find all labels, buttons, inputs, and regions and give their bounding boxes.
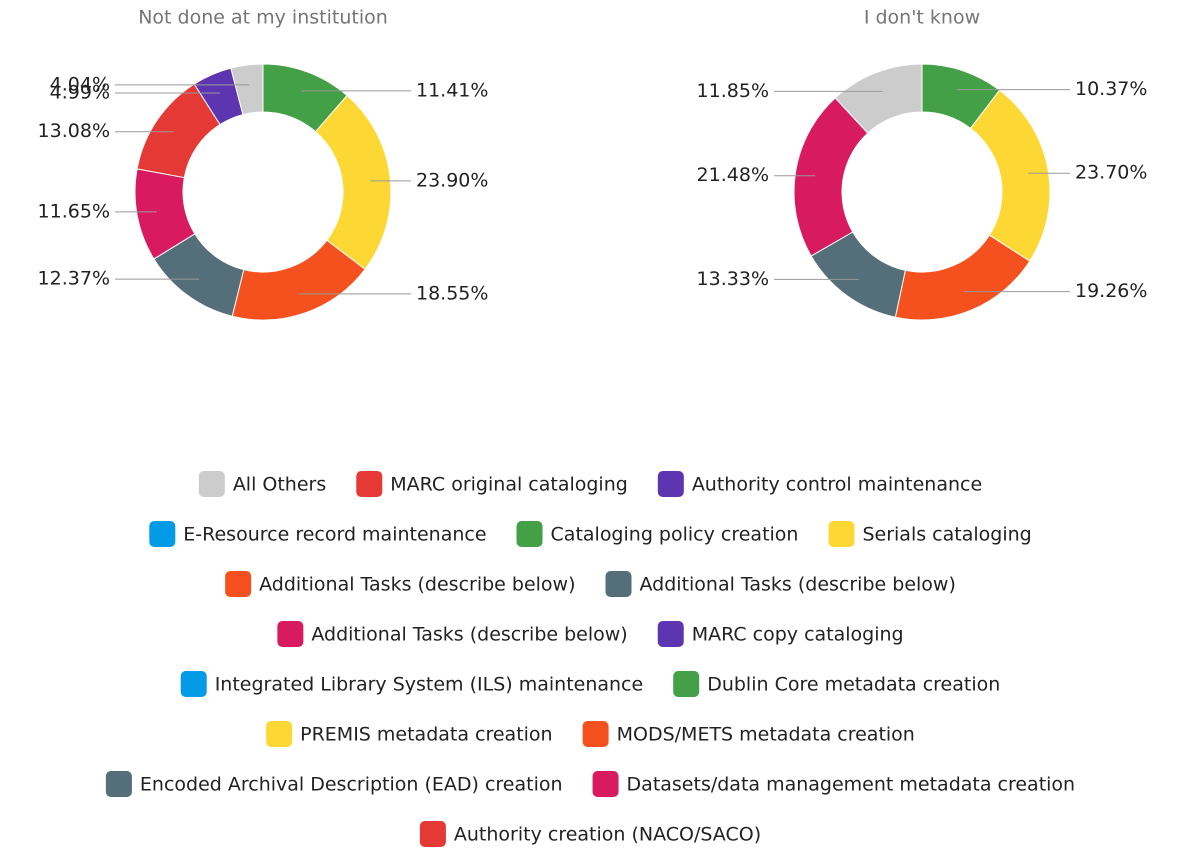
donut-segment <box>230 63 264 116</box>
data-label: 4.04% <box>50 73 110 95</box>
legend-swatch <box>225 571 252 597</box>
legend-label: Cataloging policy creation <box>551 524 799 546</box>
legend-swatch <box>277 621 304 647</box>
legend-swatch <box>266 721 293 747</box>
legend-label: All Others <box>233 474 326 496</box>
legend-label: MODS/METS metadata creation <box>617 724 915 746</box>
legend-label: Serials cataloging <box>862 524 1031 546</box>
legend-label: Datasets/data management metadata creati… <box>627 774 1076 796</box>
legend-swatch <box>198 471 225 497</box>
legend-swatch <box>605 571 632 597</box>
legend-swatch <box>582 721 609 747</box>
legend-swatch <box>673 671 700 697</box>
legend-swatch <box>592 771 619 797</box>
chart-title: I don't know <box>864 7 980 29</box>
legend-swatch <box>657 471 684 497</box>
legend-label: Additional Tasks (describe below) <box>259 574 575 596</box>
donut-segment <box>894 234 1031 321</box>
legend-label: MARC copy cataloging <box>692 624 904 646</box>
legend-label: E-Resource record maintenance <box>183 524 486 546</box>
data-label: 23.90% <box>416 169 488 191</box>
legend-swatch <box>657 621 684 647</box>
data-label: 23.70% <box>1075 162 1147 184</box>
data-label: 18.55% <box>416 282 488 304</box>
data-label: 13.33% <box>697 268 769 290</box>
data-label: 19.26% <box>1075 280 1147 302</box>
donut-segment <box>834 63 923 134</box>
legend-swatch <box>828 521 855 547</box>
legend-label: Authority creation (NACO/SACO) <box>454 824 761 846</box>
legend-label: Authority control maintenance <box>692 474 982 496</box>
legend-swatch <box>356 471 383 497</box>
data-label: 21.48% <box>697 164 769 186</box>
legend-label: Additional Tasks (describe below) <box>311 624 627 646</box>
data-label: 4.99% <box>50 81 110 103</box>
legend-label: Dublin Core metadata creation <box>707 674 1000 696</box>
legend-label: Additional Tasks (describe below) <box>640 574 956 596</box>
data-label: 13.08% <box>38 120 110 142</box>
legend-swatch <box>149 521 176 547</box>
data-label: 12.37% <box>38 268 110 290</box>
legend-swatch <box>419 821 446 847</box>
donut-segment <box>969 89 1051 262</box>
data-label: 11.65% <box>38 200 110 222</box>
data-label: 11.85% <box>697 80 769 102</box>
legend-label: MARC original cataloging <box>390 474 628 496</box>
legend-label: Integrated Library System (ILS) maintena… <box>215 674 644 696</box>
data-label: 11.41% <box>416 79 488 101</box>
legend-swatch <box>105 771 132 797</box>
chart-title: Not done at my institution <box>138 7 388 29</box>
legend-swatch <box>180 671 207 697</box>
legend-label: Encoded Archival Description (EAD) creat… <box>140 774 563 796</box>
data-label: 10.37% <box>1075 78 1147 100</box>
legend-label: PREMIS metadata creation <box>300 724 552 746</box>
legend-swatch <box>516 521 543 547</box>
